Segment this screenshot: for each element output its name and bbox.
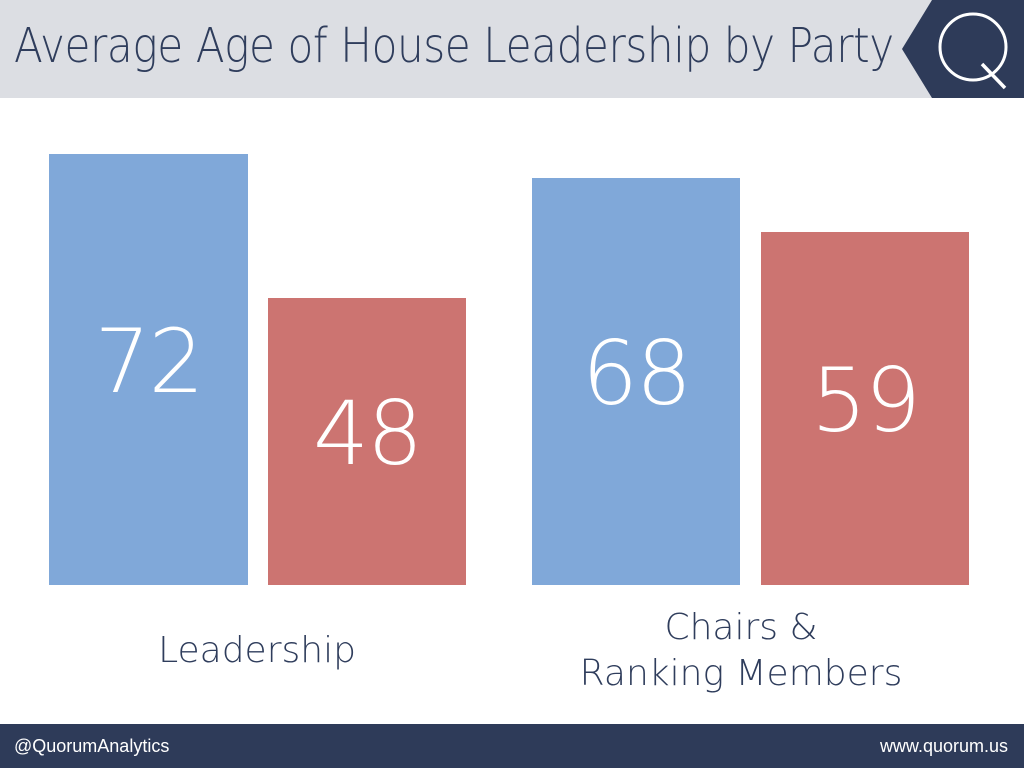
bar-value-label: 72 [94,309,205,413]
bar-value-label: 68 [582,321,692,425]
footer-handle: @QuorumAnalytics [14,736,170,756]
footer: @QuorumAnalytics www.quorum.us [0,724,1024,768]
category-label: Chairs & Ranking Members [579,607,903,694]
bar-chart: 72 48 Leadership 68 59 Chairs & Ranking Member… [0,98,1024,722]
bar-2-1: 68 [532,178,740,585]
footer-website: www.quorum.us [879,736,1008,756]
bar-1-1: 72 [49,154,248,585]
header: Average Age of House Leadership by Party [0,0,1024,98]
bar-value-label: 59 [811,348,921,452]
category-label: Leadership [158,630,356,671]
quorum-logo [902,0,1024,98]
bar-value-label: 48 [313,381,423,485]
chart-title: Average Age of House Leadership by Party [14,18,894,74]
bar-1-2: 48 [268,298,466,585]
bar-2-2: 59 [761,232,969,585]
